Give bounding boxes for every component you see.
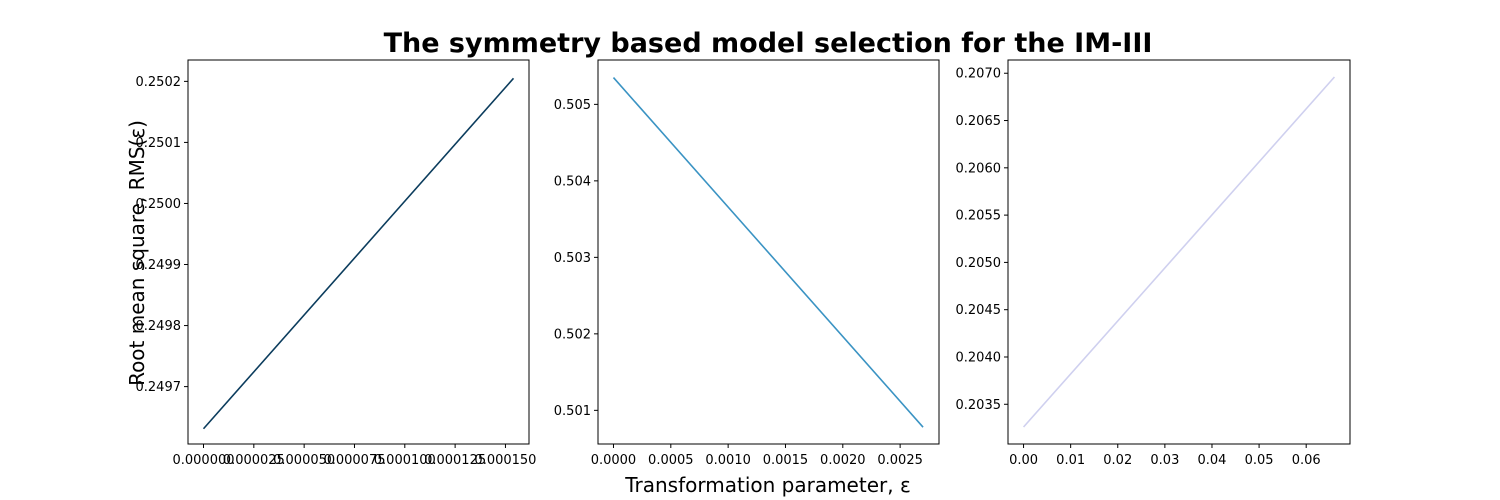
x-tick-label-1-2: 0.000025 xyxy=(223,453,285,468)
x-tick-label-3-6: 0.05 xyxy=(1245,453,1274,468)
series-line-3-1 xyxy=(1022,76,1336,428)
axes-frame-3 xyxy=(1007,59,1351,445)
y-tick-label-1-1: 0.2497 xyxy=(136,380,182,395)
x-tick-label-2-3: 0.0010 xyxy=(705,453,751,468)
subplot-2: 0.0000 0.0005 0.0010 0.0015 0.0020 0.0025 0.50… xyxy=(554,59,940,468)
y-tick-label-2-5: 0.505 xyxy=(554,98,591,113)
x-tick-label-3-4: 0.03 xyxy=(1150,453,1179,468)
x-tick-label-3-3: 0.02 xyxy=(1103,453,1132,468)
y-tick-label-3-7: 0.2065 xyxy=(956,114,1002,129)
x-tick-label-1-6: 0.000125 xyxy=(424,453,486,468)
y-tick-label-3-8: 0.2070 xyxy=(956,67,1002,82)
y-tick-label-3-4: 0.2050 xyxy=(956,256,1002,271)
y-tick-label-2-1: 0.501 xyxy=(554,404,591,419)
x-tick-label-3-5: 0.04 xyxy=(1197,453,1226,468)
x-tick-label-2-4: 0.0015 xyxy=(763,453,809,468)
y-axis-label: Root mean square, RMS(ε) xyxy=(125,120,149,386)
y-tick-label-3-1: 0.2035 xyxy=(956,398,1002,413)
x-tick-label-3-2: 0.01 xyxy=(1056,453,1085,468)
y-tick-label-2-4: 0.504 xyxy=(554,174,591,189)
y-tick-label-3-5: 0.2055 xyxy=(956,209,1002,224)
x-axis-label: Transformation parameter, ε xyxy=(624,473,911,497)
subplot-1: 0.0000000.0000250.0000500.0000750.000100… xyxy=(136,59,536,468)
x-tick-label-1-7: 0.000150 xyxy=(474,453,536,468)
y-tick-label-2-2: 0.502 xyxy=(554,327,591,342)
x-tick-label-2-6: 0.0025 xyxy=(877,453,923,468)
figure-title: The symmetry based model selection for t… xyxy=(384,28,1153,59)
y-tick-label-2-3: 0.503 xyxy=(554,251,591,266)
x-tick-label-2-1: 0.0000 xyxy=(591,453,637,468)
x-tick-label-1-5: 0.000100 xyxy=(374,453,436,468)
y-tick-label-3-3: 0.2045 xyxy=(956,303,1002,318)
subplot-3: 0.00 0.01 0.02 0.03 0.04 0.05 0.06 0.2035 0.2040… xyxy=(956,59,1351,468)
y-tick-label-3-6: 0.2060 xyxy=(956,161,1002,176)
y-tick-label-3-2: 0.2040 xyxy=(956,350,1002,365)
x-tick-label-3-7: 0.06 xyxy=(1292,453,1321,468)
x-tick-label-1-4: 0.000075 xyxy=(323,453,385,468)
x-tick-label-3-1: 0.00 xyxy=(1009,453,1038,468)
series-line-2-1 xyxy=(612,77,924,428)
y-tick-label-1-3: 0.2499 xyxy=(136,258,182,273)
y-tick-label-1-4: 0.2500 xyxy=(136,197,182,212)
y-tick-label-1-2: 0.2498 xyxy=(136,319,182,334)
x-tick-label-2-2: 0.0005 xyxy=(648,453,694,468)
x-tick-label-1-1: 0.000000 xyxy=(172,453,234,468)
y-tick-label-1-5: 0.2501 xyxy=(136,136,182,151)
series-line-1-1 xyxy=(202,77,515,430)
y-tick-label-1-6: 0.2502 xyxy=(136,75,182,90)
x-tick-label-2-5: 0.0020 xyxy=(820,453,866,468)
axes-frame-2 xyxy=(597,59,940,445)
x-tick-label-1-3: 0.000050 xyxy=(273,453,335,468)
axes-frame-1 xyxy=(187,59,530,445)
